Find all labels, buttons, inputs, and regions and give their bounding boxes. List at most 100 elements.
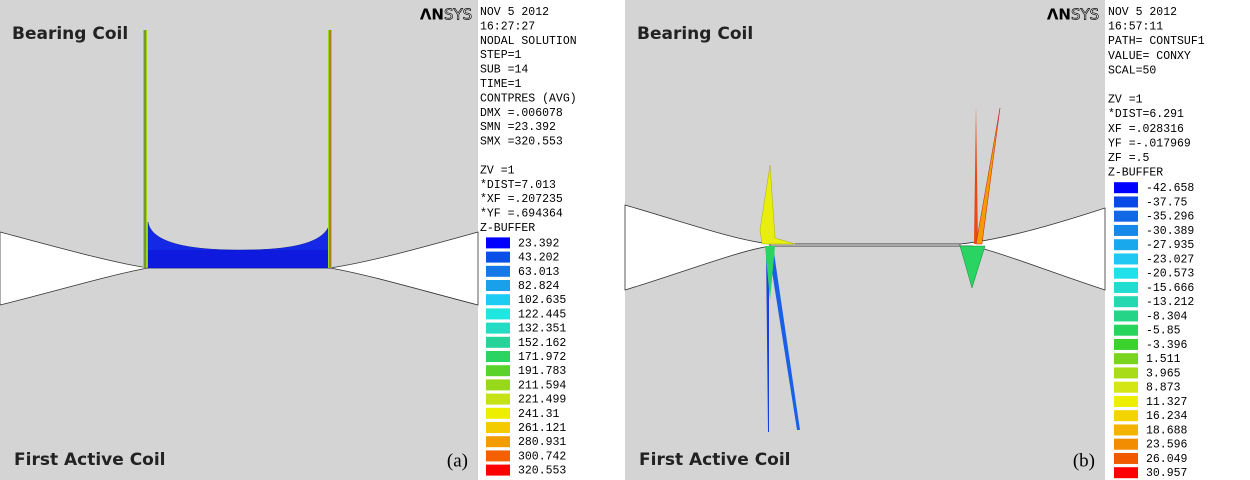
legend-swatch bbox=[1114, 367, 1138, 378]
view-line: *YF =.694364 bbox=[480, 208, 563, 221]
legend-swatch bbox=[486, 436, 510, 447]
legend-value: 261.121 bbox=[518, 422, 566, 435]
legend-swatch bbox=[1114, 325, 1138, 336]
legend-value: -15.666 bbox=[1146, 282, 1194, 295]
legend-value: -37.75 bbox=[1146, 196, 1188, 209]
legend-value: -3.396 bbox=[1146, 339, 1188, 352]
info-line: SMN =23.392 bbox=[480, 121, 556, 134]
legend-value: 26.049 bbox=[1146, 453, 1188, 466]
view-line: ZV =1 bbox=[1108, 94, 1143, 107]
legend-value: 132.351 bbox=[518, 323, 566, 336]
info-line: 16:57:11 bbox=[1108, 21, 1163, 34]
legend-swatch bbox=[1114, 467, 1138, 478]
legend-swatch bbox=[486, 408, 510, 419]
figure: Bearing CoilFirst Active Coil(a)ΛNSYSNOV… bbox=[0, 0, 1250, 480]
legend-swatch bbox=[1114, 310, 1138, 321]
legend-value: 191.783 bbox=[518, 365, 566, 378]
legend-value: -23.027 bbox=[1146, 253, 1194, 266]
legend-value: 23.392 bbox=[518, 237, 560, 250]
logo: ΛN bbox=[1047, 6, 1071, 24]
view-line: XF =.028316 bbox=[1108, 123, 1184, 136]
legend-value: 221.499 bbox=[518, 394, 566, 407]
info-line: SUB =14 bbox=[480, 64, 528, 77]
legend-swatch bbox=[486, 266, 510, 277]
legend-value: 211.594 bbox=[518, 379, 566, 392]
legend-value: 82.824 bbox=[518, 280, 560, 293]
view-line: ZF =.5 bbox=[1108, 152, 1150, 165]
legend-swatch bbox=[1114, 225, 1138, 236]
legend-swatch bbox=[486, 294, 510, 305]
coil-label: Bearing Coil bbox=[637, 24, 753, 44]
legend-value: 43.202 bbox=[518, 252, 560, 265]
legend-swatch bbox=[1114, 182, 1138, 193]
view-line: YF =-.017969 bbox=[1108, 137, 1191, 150]
legend-value: 122.445 bbox=[518, 308, 566, 321]
legend-swatch bbox=[486, 280, 510, 291]
legend-value: 102.635 bbox=[518, 294, 566, 307]
legend-swatch bbox=[486, 422, 510, 433]
view-line: Z-BUFFER bbox=[1108, 167, 1163, 180]
legend-value: -42.658 bbox=[1146, 182, 1194, 195]
info-line: NOV 5 2012 bbox=[1108, 6, 1177, 19]
info-line: CONTPRES (AVG) bbox=[480, 92, 577, 105]
panel-label: (a) bbox=[447, 450, 468, 471]
panel-label: (b) bbox=[1073, 450, 1095, 471]
legend-value: -20.573 bbox=[1146, 268, 1194, 281]
legend-swatch bbox=[486, 337, 510, 348]
logo: SYS bbox=[444, 6, 472, 24]
legend-swatch bbox=[486, 252, 510, 263]
info-line: NOV 5 2012 bbox=[480, 6, 549, 19]
legend-swatch bbox=[1114, 296, 1138, 307]
legend-value: 280.931 bbox=[518, 436, 566, 449]
legend-swatch bbox=[1114, 353, 1138, 364]
legend-swatch bbox=[1114, 253, 1138, 264]
legend-swatch bbox=[1114, 196, 1138, 207]
legend-value: -30.389 bbox=[1146, 225, 1194, 238]
legend-value: 3.965 bbox=[1146, 367, 1181, 380]
legend-value: 16.234 bbox=[1146, 410, 1188, 423]
legend-swatch bbox=[1114, 396, 1138, 407]
coil-label: Bearing Coil bbox=[12, 24, 128, 44]
legend-swatch bbox=[1114, 453, 1138, 464]
info-line: PATH= CONTSUF1 bbox=[1108, 35, 1205, 48]
legend-swatch bbox=[486, 308, 510, 319]
legend-value: -35.296 bbox=[1146, 211, 1194, 224]
info-line: 16:27:27 bbox=[480, 20, 535, 33]
legend-value: -27.935 bbox=[1146, 239, 1194, 252]
legend-swatch bbox=[1114, 268, 1138, 279]
info-line: SCAL=50 bbox=[1108, 64, 1156, 77]
legend-swatch bbox=[486, 394, 510, 405]
panel-b-plot bbox=[625, 0, 1105, 480]
legend-swatch bbox=[486, 237, 510, 248]
legend-value: -8.304 bbox=[1146, 310, 1188, 323]
coil-label: First Active Coil bbox=[14, 450, 166, 470]
view-line: ZV =1 bbox=[480, 164, 515, 177]
legend-value: 241.31 bbox=[518, 408, 560, 421]
view-line: *DIST=6.291 bbox=[1108, 108, 1184, 121]
legend-swatch bbox=[1114, 282, 1138, 293]
logo: SYS bbox=[1071, 6, 1099, 24]
legend-swatch bbox=[486, 379, 510, 390]
info-line: STEP=1 bbox=[480, 49, 522, 62]
legend-value: 320.553 bbox=[518, 465, 566, 478]
legend-swatch bbox=[486, 450, 510, 461]
legend-value: -13.212 bbox=[1146, 296, 1194, 309]
legend-value: 171.972 bbox=[518, 351, 566, 364]
legend-swatch bbox=[486, 351, 510, 362]
legend-swatch bbox=[486, 465, 510, 476]
legend-swatch bbox=[486, 323, 510, 334]
legend-value: 63.013 bbox=[518, 266, 560, 279]
info-line: VALUE= CONXY bbox=[1108, 50, 1191, 63]
view-line: *XF =.207235 bbox=[480, 193, 563, 206]
legend-swatch bbox=[1114, 439, 1138, 450]
logo: ΛN bbox=[420, 6, 444, 24]
info-line: TIME=1 bbox=[480, 78, 522, 91]
legend-swatch bbox=[1114, 424, 1138, 435]
legend-value: 30.957 bbox=[1146, 467, 1187, 480]
coil-label: First Active Coil bbox=[639, 450, 791, 470]
info-line: DMX =.006078 bbox=[480, 107, 563, 120]
info-line: SMX =320.553 bbox=[480, 136, 563, 149]
panel-a-plot bbox=[0, 0, 478, 480]
legend-swatch bbox=[1114, 211, 1138, 222]
legend-value: 8.873 bbox=[1146, 382, 1181, 395]
